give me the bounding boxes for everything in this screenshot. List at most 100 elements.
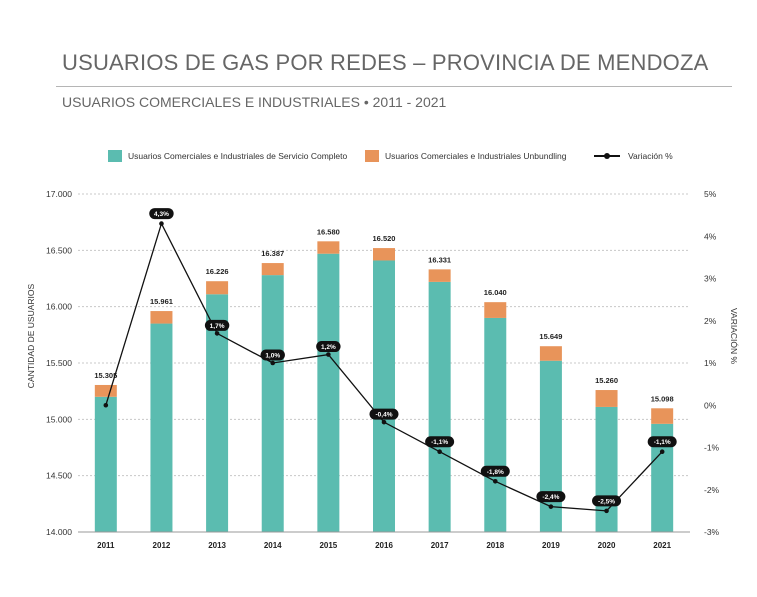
- variation-label-pill: [316, 341, 341, 353]
- bar-unbundling: [539, 346, 562, 361]
- bar-servicio-completo: [595, 406, 618, 532]
- x-tick-label: 2016: [375, 541, 393, 550]
- bar-unbundling: [261, 263, 284, 276]
- x-tick-label: 2021: [653, 541, 671, 550]
- bar-total-label: 15.961: [150, 297, 173, 306]
- y2-tick-label: 5%: [704, 189, 717, 199]
- variation-label: 1,7%: [210, 323, 225, 330]
- x-tick-label: 2017: [431, 541, 449, 550]
- bar-unbundling: [651, 408, 674, 424]
- variation-point: [659, 449, 665, 455]
- bar-unbundling: [150, 311, 173, 324]
- y2-tick-label: 2%: [704, 316, 717, 326]
- variation-label: -2,4%: [542, 494, 559, 501]
- y2-tick-label: -3%: [704, 527, 720, 537]
- variation-label-pill: [592, 495, 622, 507]
- bar-unbundling: [317, 241, 340, 254]
- legend-swatch-unbundling: [365, 150, 379, 162]
- variation-label-pill: [536, 491, 566, 503]
- bar-total-label: 16.580: [317, 227, 340, 236]
- bar-servicio-completo: [539, 360, 562, 532]
- variation-label: -1,8%: [487, 469, 504, 476]
- variation-label: -0,4%: [376, 412, 393, 419]
- variation-label-pill: [647, 436, 677, 448]
- bar-total-label: 16.331: [428, 255, 451, 264]
- legend-swatch-variacion: [594, 150, 620, 162]
- chart-subtitle: USUARIOS COMERCIALES E INDUSTRIALES • 20…: [62, 94, 447, 110]
- y-tick-label: 15.000: [46, 414, 72, 424]
- bars: 15.305 15.961 16.226 16.387 16.580 16.520 16.3…: [94, 227, 674, 533]
- legend-item-variacion: Variación %: [594, 150, 673, 162]
- variation-point: [604, 508, 609, 514]
- bar-total-label: 15.649: [539, 332, 562, 341]
- y-axis-left: 14.000 14.500 15.000 15.500 16.000 16.500 17.0…: [46, 189, 72, 537]
- variation-label: -2,5%: [598, 498, 615, 505]
- bar-servicio-completo: [651, 423, 674, 532]
- bar-unbundling: [206, 281, 229, 295]
- bar-servicio-completo: [317, 253, 340, 533]
- bar-servicio-completo: [206, 294, 229, 532]
- bar-total-label: 15.260: [595, 376, 618, 385]
- bar-unbundling: [94, 384, 117, 397]
- variation-label: -1,1%: [431, 439, 448, 446]
- bar-total-label: 15.305: [94, 371, 117, 380]
- bar-servicio-completo: [261, 275, 284, 532]
- legend-item-servicio-completo: Usuarios Comerciales e Industriales de S…: [108, 150, 347, 162]
- bar-total-label: 16.387: [261, 249, 284, 258]
- y-axis-title: CANTIDAD DE USUARIOS: [26, 283, 36, 388]
- y2-tick-label: 0%: [704, 400, 717, 410]
- title-divider: [56, 86, 732, 87]
- variation-label-pill: [425, 436, 455, 448]
- x-tick-label: 2019: [542, 541, 560, 550]
- variation-point: [103, 402, 109, 408]
- variation-line: 4,3% 1,7% 1,0% 1,2% -0,4% -1,1% -1,8% -2,4% -2,5…: [103, 208, 677, 514]
- x-tick-label: 2020: [598, 541, 616, 550]
- legend-item-unbundling: Usuarios Comerciales e Industriales Unbu…: [365, 150, 566, 162]
- variation-point: [548, 504, 554, 509]
- variation-point: [270, 360, 276, 366]
- variation-label: -1,1%: [654, 439, 671, 446]
- x-tick-label: 2012: [153, 541, 171, 550]
- bar-total-label: 16.226: [206, 267, 229, 276]
- chart-legend: Usuarios Comerciales e Industriales de S…: [0, 146, 757, 166]
- variation-point: [381, 419, 387, 425]
- variation-label: 1,2%: [321, 344, 336, 351]
- variation-label-pill: [204, 319, 230, 331]
- bar-unbundling: [428, 269, 451, 282]
- x-tick-label: 2013: [208, 541, 226, 550]
- bar-servicio-completo: [150, 323, 173, 532]
- variation-label-pill: [149, 208, 174, 220]
- y2-tick-label: 1%: [704, 358, 717, 368]
- bar-total-label: 16.520: [373, 234, 396, 243]
- y-tick-label: 15.500: [46, 358, 72, 368]
- x-tick-label: 2018: [486, 541, 504, 550]
- x-tick-label: 2014: [264, 541, 282, 550]
- legend-label-unbundling: Usuarios Comerciales e Industriales Unbu…: [385, 151, 567, 161]
- variation-point: [492, 479, 498, 484]
- y-tick-label: 14.500: [46, 471, 72, 481]
- bar-unbundling: [595, 390, 618, 407]
- variation-point: [159, 221, 164, 226]
- bar-servicio-completo: [94, 396, 117, 532]
- y-tick-label: 17.000: [46, 189, 72, 199]
- variation-point: [326, 352, 331, 357]
- variation-point: [214, 331, 220, 336]
- variation-point: [437, 449, 442, 455]
- bar-unbundling: [484, 302, 507, 318]
- x-tick-label: 2011: [97, 541, 115, 550]
- variation-label: 4,3%: [154, 211, 169, 218]
- y2-tick-label: 3%: [704, 274, 717, 284]
- y2-tick-label: 4%: [704, 231, 717, 241]
- y-axis-right: -3% -2% -1% 0% 1% 2% 3% 4% 5%: [704, 189, 720, 537]
- bar-unbundling: [373, 248, 395, 261]
- y2-tick-label: -1%: [704, 443, 720, 453]
- bar-servicio-completo: [373, 260, 395, 532]
- variation-label-pill: [260, 349, 285, 361]
- bar-total-label: 16.040: [484, 288, 507, 297]
- y2-tick-label: -2%: [704, 485, 720, 495]
- chart-title: USUARIOS DE GAS POR REDES – PROVINCIA DE…: [62, 50, 709, 75]
- x-tick-label: 2015: [319, 541, 337, 550]
- y-tick-label: 14.000: [46, 527, 72, 537]
- legend-swatch-servicio-completo: [108, 150, 122, 162]
